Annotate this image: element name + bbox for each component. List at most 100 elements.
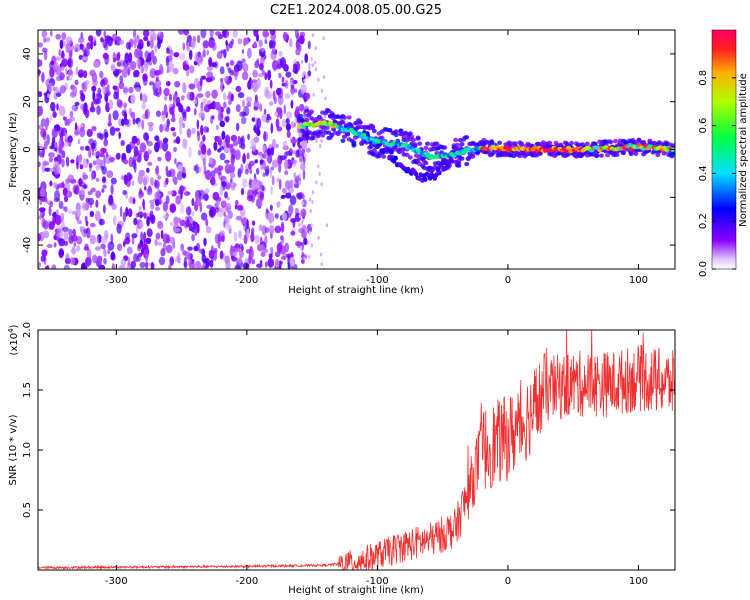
noise-blob	[148, 124, 154, 132]
x-tick-label: 0	[505, 275, 511, 286]
noise-blob	[58, 48, 61, 57]
noise-blob	[55, 209, 59, 216]
noise-blob	[259, 103, 263, 112]
noise-blob	[196, 223, 200, 234]
noise-blob	[72, 228, 76, 237]
noise-blob	[255, 263, 263, 268]
noise-blob	[230, 154, 235, 165]
spectrogram-ylabel: Frequency (Hz)	[8, 112, 19, 188]
signal-blob	[387, 128, 393, 133]
noise-blob	[288, 204, 294, 216]
noise-blob	[123, 159, 129, 165]
noise-blob	[134, 38, 137, 49]
signal-blob	[670, 143, 675, 148]
noise-blob	[255, 167, 260, 175]
noise-blob	[251, 227, 255, 234]
signal-blob	[407, 155, 413, 160]
x-tick-label: -100	[366, 275, 389, 286]
noise-blob	[175, 96, 181, 107]
noise-blob	[322, 75, 326, 80]
noise-blob	[97, 88, 102, 94]
noise-blob	[146, 216, 150, 227]
signal-blob	[628, 151, 634, 157]
noise-blob	[94, 210, 101, 222]
noise-blob	[289, 256, 296, 267]
noise-blob	[183, 30, 190, 36]
noise-blob	[320, 182, 323, 187]
noise-blob	[198, 248, 205, 254]
noise-blob	[157, 175, 162, 180]
noise-blob	[216, 124, 219, 131]
noise-blob	[285, 71, 292, 78]
signal-blob	[327, 121, 333, 125]
noise-blob	[200, 212, 208, 221]
noise-blob	[159, 123, 164, 133]
noise-blob	[210, 177, 216, 186]
noise-blob	[123, 111, 127, 122]
noise-blob	[90, 101, 94, 112]
noise-blob	[137, 58, 141, 70]
noise-blob	[267, 258, 275, 268]
noise-blob	[92, 160, 97, 166]
noise-blob	[224, 159, 230, 164]
noise-blob	[90, 40, 94, 50]
noise-blob	[269, 41, 276, 49]
noise-blob	[116, 223, 122, 234]
noise-blob	[63, 264, 70, 269]
noise-blob	[320, 138, 323, 143]
noise-blob	[317, 164, 320, 169]
noise-blob	[237, 168, 242, 178]
x-tick-label: -300	[105, 275, 128, 286]
noise-blob	[136, 224, 139, 235]
noise-blob	[260, 251, 266, 257]
noise-blob	[324, 96, 327, 101]
noise-blob	[64, 195, 68, 203]
noise-blob	[175, 136, 181, 145]
noise-blob	[300, 162, 306, 171]
noise-blob	[238, 249, 244, 258]
noise-blob	[262, 30, 269, 38]
noise-blob	[83, 228, 89, 234]
noise-blob	[274, 213, 279, 219]
noise-blob	[77, 139, 81, 144]
signal-blob	[307, 130, 313, 135]
noise-blob	[251, 179, 258, 191]
noise-blob	[177, 30, 185, 35]
signal-blob	[409, 134, 415, 139]
signal-blob	[361, 132, 367, 137]
noise-blob	[282, 31, 288, 41]
x-tick-label: 100	[629, 576, 648, 587]
noise-blob	[162, 214, 168, 219]
noise-blob	[138, 193, 143, 200]
noise-blob	[242, 63, 249, 73]
noise-blob	[178, 116, 183, 127]
noise-blob	[276, 126, 283, 132]
noise-blob	[312, 92, 315, 97]
noise-blob	[137, 150, 143, 157]
noise-blob	[154, 199, 160, 207]
noise-blob	[241, 99, 246, 108]
noise-blob	[89, 222, 96, 228]
signal-blob	[608, 139, 614, 145]
noise-blob	[205, 226, 212, 234]
noise-blob	[234, 149, 241, 161]
noise-blob	[273, 96, 277, 105]
signal-blob	[594, 153, 600, 158]
noise-blob	[145, 261, 149, 269]
noise-blob	[304, 53, 309, 63]
signal-blob	[324, 125, 330, 130]
signal-blob	[423, 145, 429, 151]
noise-blob	[295, 240, 302, 247]
noise-blob	[86, 248, 92, 260]
y-tick-label: 1.5	[22, 382, 33, 398]
noise-blob	[319, 252, 323, 257]
noise-blob	[274, 111, 279, 117]
noise-blob	[154, 179, 160, 189]
noise-blob	[155, 69, 162, 75]
signal-blob	[490, 150, 496, 155]
noise-blob	[299, 103, 305, 112]
noise-blob	[55, 56, 62, 61]
noise-blob	[69, 257, 76, 265]
noise-blob	[204, 188, 210, 194]
noise-blob	[182, 250, 188, 256]
